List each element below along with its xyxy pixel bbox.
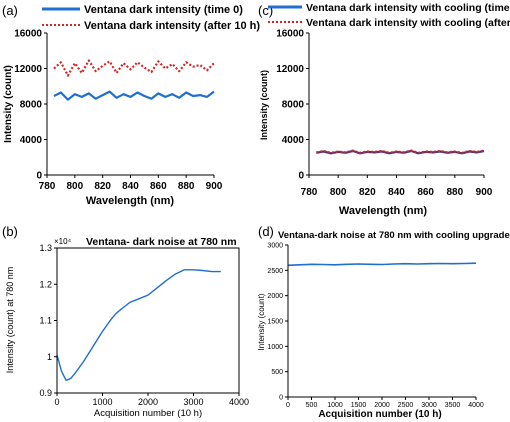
panel-c-y-axis-ticks: 0 4000 8000 12000 16000 xyxy=(276,29,309,182)
panel-d-title: Ventana-dark noise at 780 nm with coolin… xyxy=(278,230,510,241)
panel-b-xtick-label-3: 3000 xyxy=(183,397,203,407)
panel-c-label: (c) xyxy=(258,3,273,18)
panel-a: (a) Ventana dark intensity (time 0) Vent… xyxy=(2,3,260,207)
panel-d-xtick-label-7: 3500 xyxy=(445,402,461,409)
panel-d-y-axis-label: Intensity (count) xyxy=(257,293,266,350)
panel-c-legend: Ventana dark intensity with cooling (tim… xyxy=(268,2,510,29)
panel-b-plot-frame xyxy=(56,247,240,394)
panel-c-xtick-label-3: 840 xyxy=(388,187,405,198)
panel-c-x-axis-ticks: 780 800 820 840 860 880 900 xyxy=(301,175,493,198)
panel-a-legend-label-1: Ventana dark intensity (after 10 h) xyxy=(84,20,260,32)
panel-d-xtick-label-1: 500 xyxy=(306,402,318,409)
panel-d-ytick-label-5: 2500 xyxy=(267,268,283,275)
panel-d-xtick-label-4: 2000 xyxy=(374,402,390,409)
panel-b-title: Ventana- dark noise at 780 nm xyxy=(86,236,237,248)
panel-d-ytick-label-4: 2000 xyxy=(267,293,283,300)
panel-b-ytick-label-3: 1.2 xyxy=(39,279,52,289)
panel-a-x-axis-label: Wavelength (nm) xyxy=(86,195,175,207)
panel-a-series-1 xyxy=(53,59,215,77)
panel-d-x-axis-ticks: 0 500 1000 1500 2000 2500 3000 3500 4000 xyxy=(286,397,484,409)
panel-c-xtick-label-1: 800 xyxy=(330,187,347,198)
panel-c-ytick-label-0: 0 xyxy=(298,171,304,182)
panel-b-xtick-label-2: 2000 xyxy=(138,397,158,407)
panel-d-ytick-label-0: 0 xyxy=(279,394,283,401)
panel-c-xtick-label-2: 820 xyxy=(359,187,376,198)
panel-d-xtick-label-8: 4000 xyxy=(468,402,484,409)
panel-a-xtick-label-4: 860 xyxy=(150,181,167,192)
panel-c-legend-label-1: Ventana dark intensity with cooling (aft… xyxy=(306,17,510,29)
panel-a-series-0 xyxy=(53,90,215,101)
panel-b-ytick-label-2: 1.1 xyxy=(39,316,52,326)
panel-a-xtick-label-0: 780 xyxy=(39,181,56,192)
panel-c-xtick-label-0: 780 xyxy=(301,187,318,198)
panel-c-ytick-label-3: 12000 xyxy=(276,64,304,75)
panel-d-xtick-label-3: 1500 xyxy=(351,402,367,409)
panel-c-xtick-label-6: 900 xyxy=(476,187,493,198)
panel-d-label: (d) xyxy=(258,224,274,239)
panel-b-xtick-label-4: 4000 xyxy=(229,397,249,407)
panel-b-xtick-label-0: 0 xyxy=(54,397,59,407)
panel-d-y-axis-ticks: 0 500 1000 1500 2000 2500 3000 xyxy=(267,242,288,401)
panel-c-ytick-label-4: 16000 xyxy=(276,29,304,40)
panel-a-ytick-label-3: 12000 xyxy=(14,64,42,75)
panel-d-xtick-label-2: 1000 xyxy=(327,402,343,409)
panel-c-legend-label-0: Ventana dark intensity with cooling (tim… xyxy=(306,2,510,14)
panel-c-ytick-label-1: 4000 xyxy=(282,135,305,146)
panel-a-xtick-label-3: 840 xyxy=(122,181,139,192)
panel-b: (b) Ventana- dark noise at 780 nm ×10⁴ 0… xyxy=(2,224,249,419)
panel-a-xtick-label-5: 880 xyxy=(178,181,195,192)
panel-b-y-multiplier: ×10⁴ xyxy=(54,237,72,246)
panel-c: (c) Ventana dark intensity with cooling … xyxy=(258,2,510,217)
panel-a-xtick-label-2: 820 xyxy=(94,181,111,192)
panel-b-x-axis-label: Acquisition number (10 h) xyxy=(94,408,202,419)
panel-b-y-axis-label: Intensity (count) at 780 nm xyxy=(5,267,15,374)
panel-a-series xyxy=(53,59,215,101)
panel-b-y-axis-ticks: 0.9 1 1.1 1.2 1.3 xyxy=(39,243,57,398)
panel-d-series-0 xyxy=(287,262,477,267)
panel-d-xtick-label-6: 3000 xyxy=(421,402,437,409)
panel-c-x-axis-label: Wavelength (nm) xyxy=(339,205,428,217)
panel-d-xtick-label-5: 2500 xyxy=(398,402,414,409)
panel-b-ytick-label-4: 1.3 xyxy=(39,243,52,253)
panel-a-ytick-label-1: 4000 xyxy=(20,135,43,146)
panel-d-xtick-label-0: 0 xyxy=(286,402,290,409)
panel-b-ytick-label-1: 1 xyxy=(47,352,52,362)
panel-c-xtick-label-4: 860 xyxy=(417,187,434,198)
panel-c-series xyxy=(316,149,485,155)
panel-c-y-axis-label: Intensity (count) xyxy=(259,70,269,140)
panel-b-label: (b) xyxy=(2,224,18,239)
panel-b-x-axis-ticks: 0 1000 2000 3000 4000 xyxy=(54,393,249,407)
panel-d-series xyxy=(287,262,477,267)
panel-a-label: (a) xyxy=(2,3,18,18)
panel-a-legend-label-0: Ventana dark intensity (time 0) xyxy=(84,4,243,16)
panel-b-xtick-label-1: 1000 xyxy=(92,397,112,407)
panel-b-series xyxy=(56,269,221,381)
panel-c-xtick-label-5: 880 xyxy=(446,187,463,198)
panel-a-ytick-label-4: 16000 xyxy=(14,29,42,40)
panel-a-xtick-label-6: 900 xyxy=(206,181,223,192)
panel-a-ytick-label-0: 0 xyxy=(36,171,42,182)
panel-c-series-1 xyxy=(316,149,485,154)
panel-d-ytick-label-2: 1000 xyxy=(267,344,283,351)
panel-a-ytick-label-2: 8000 xyxy=(20,100,43,111)
panel-b-ytick-label-0: 0.9 xyxy=(39,388,52,398)
panel-d-x-axis-label: Acquisition number (10 h) xyxy=(318,409,441,420)
panel-d-ytick-label-3: 1500 xyxy=(267,318,283,325)
panel-c-ytick-label-2: 8000 xyxy=(282,100,305,111)
panel-a-y-axis-ticks: 0 4000 8000 12000 16000 xyxy=(14,29,47,182)
panel-a-y-axis-label: Intensity (count) xyxy=(3,65,14,143)
panel-d: (d) Ventana-dark noise at 780 nm with co… xyxy=(257,224,510,420)
panel-a-xtick-label-1: 800 xyxy=(66,181,83,192)
panel-a-x-axis-ticks: 780 800 820 840 860 880 900 xyxy=(39,175,223,192)
panel-a-legend: Ventana dark intensity (time 0) Ventana … xyxy=(42,4,260,32)
panel-d-ytick-label-6: 3000 xyxy=(267,242,283,249)
panel-d-ytick-label-1: 500 xyxy=(271,369,283,376)
panel-b-series-0 xyxy=(56,269,221,381)
